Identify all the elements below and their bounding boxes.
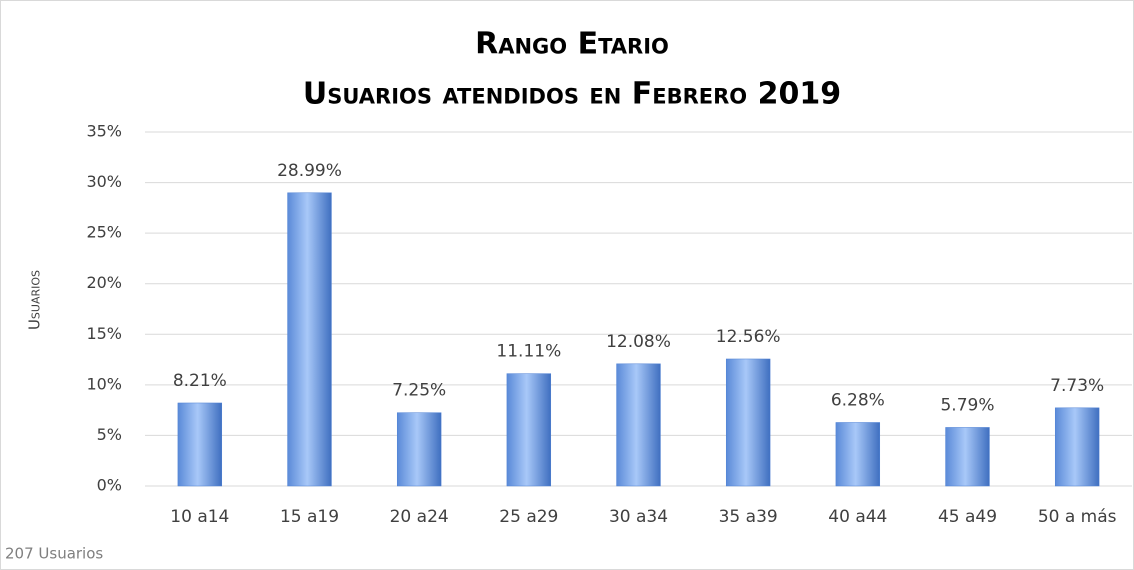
y-tick-label: 25% <box>86 223 122 242</box>
data-label: 6.28% <box>831 390 885 410</box>
y-tick-label: 35% <box>86 122 122 141</box>
data-label: 11.11% <box>496 342 561 362</box>
x-tick-label: 45 a49 <box>938 507 997 527</box>
chart-subtitle: Usuarios atendidos en Febrero 2019 <box>303 77 841 112</box>
x-tick-label: 30 a34 <box>609 507 668 527</box>
bar <box>616 363 661 487</box>
y-tick-label: 15% <box>86 324 122 343</box>
y-tick-label: 30% <box>86 172 122 191</box>
x-tick-label: 40 a44 <box>828 507 887 527</box>
data-label: 5.79% <box>940 395 994 415</box>
footnote: 207 Usuarios <box>5 545 103 563</box>
bar <box>1054 407 1100 487</box>
data-label: 8.21% <box>173 371 227 391</box>
bar <box>725 358 771 487</box>
y-tick-label: 10% <box>86 374 122 393</box>
y-tick-label: 0% <box>97 476 122 495</box>
x-tick-label: 25 a29 <box>499 507 558 527</box>
y-tick-label: 20% <box>86 273 122 292</box>
x-tick-label: 10 a14 <box>170 507 229 527</box>
x-tick-label: 50 a más <box>1038 507 1117 527</box>
data-label: 7.25% <box>392 381 446 401</box>
bar <box>945 427 990 487</box>
bar <box>835 422 881 487</box>
bar <box>177 402 223 487</box>
bar <box>396 412 442 487</box>
y-axis-title: Usuarios <box>26 270 44 330</box>
data-label: 28.99% <box>277 161 342 181</box>
x-tick-label: 35 a39 <box>719 507 778 527</box>
bar <box>506 373 552 487</box>
bar <box>287 192 332 487</box>
chart-title: Rango Etario <box>475 27 669 62</box>
data-label: 7.73% <box>1050 376 1104 396</box>
data-label: 12.08% <box>606 332 671 352</box>
x-tick-label: 20 a24 <box>390 507 449 527</box>
y-tick-label: 5% <box>97 425 122 444</box>
data-label: 12.56% <box>716 327 781 347</box>
x-tick-label: 15 a19 <box>280 507 339 527</box>
